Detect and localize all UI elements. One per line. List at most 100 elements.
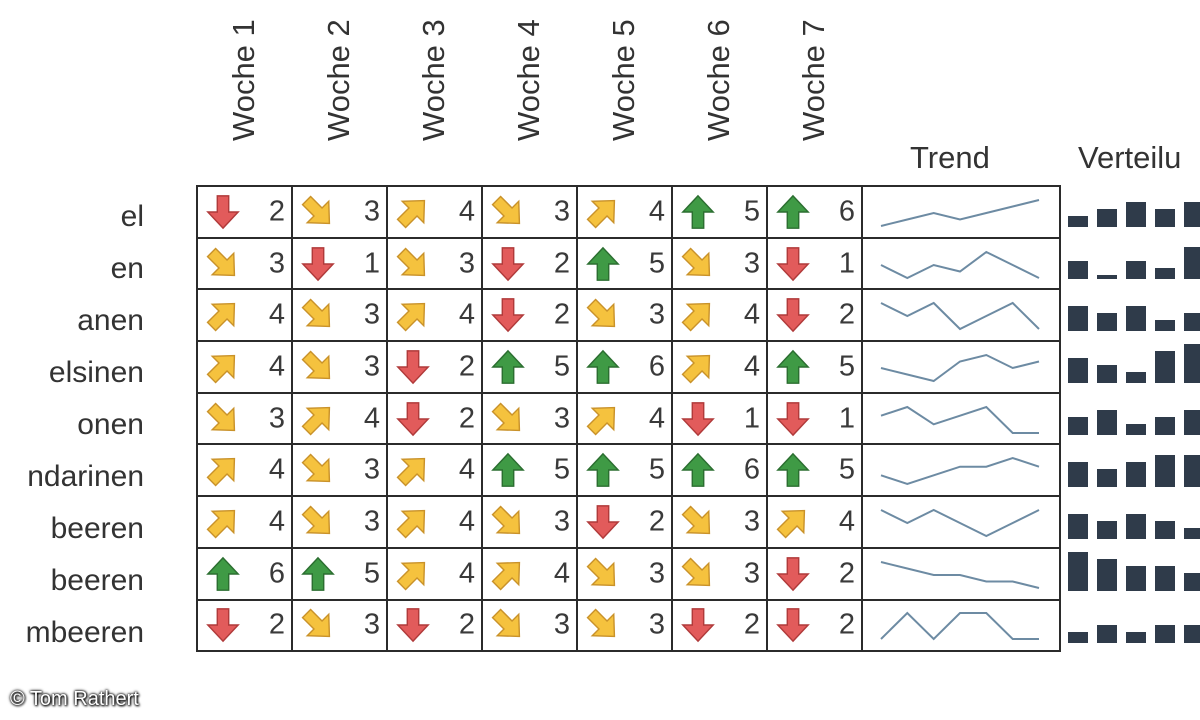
arrow-up-icon [584,244,622,284]
trend-sparkline[interactable] [861,546,1061,601]
arrow-down-right-icon [204,244,242,284]
grid-cell[interactable]: 6 [766,185,863,239]
grid-cell[interactable]: 4 [196,288,293,343]
trend-sparkline[interactable] [861,391,1061,446]
arrow-up-icon [584,347,622,387]
grid-cell[interactable]: 3 [576,288,673,343]
row-label: en [0,243,190,295]
arrow-down-right-icon [489,399,527,439]
distribution-bar [1155,268,1175,279]
distribution-bars [1068,445,1200,497]
grid-cell[interactable]: 2 [766,546,863,601]
grid-cell[interactable]: 3 [576,546,673,601]
arrow-down-right-icon [394,244,432,284]
grid-cell[interactable]: 3 [481,495,578,549]
grid-cell[interactable]: 3 [481,391,578,446]
grid-cell[interactable]: 5 [766,340,863,394]
grid-cell[interactable]: 2 [576,495,673,549]
trend-sparkline[interactable] [861,236,1061,291]
distribution-bar [1184,573,1200,591]
grid-cell[interactable]: 3 [291,598,388,653]
grid-cell[interactable]: 4 [291,391,388,446]
grid-cell[interactable]: 3 [291,340,388,394]
cell-value: 4 [458,195,475,228]
distribution-bar [1068,306,1088,331]
grid-cell[interactable]: 4 [671,340,768,394]
grid-cell[interactable]: 1 [291,236,388,291]
grid-cell[interactable]: 4 [481,546,578,601]
grid-cell[interactable]: 3 [196,236,293,291]
arrow-up-icon [679,192,717,232]
grid-cell[interactable]: 2 [196,185,293,239]
grid-cell[interactable]: 4 [196,495,293,549]
grid-cell[interactable]: 5 [576,236,673,291]
grid-cell[interactable]: 1 [766,391,863,446]
grid-cell[interactable]: 4 [386,443,483,498]
row-label: onen [0,399,190,451]
grid-cell[interactable]: 3 [291,288,388,343]
grid-cell[interactable]: 3 [576,598,673,653]
grid-cell[interactable]: 6 [576,340,673,394]
table-row: 6 5 4 4 3 3 2 [196,546,1061,601]
grid-cell[interactable]: 4 [671,288,768,343]
grid-cell[interactable]: 2 [481,288,578,343]
grid-cell[interactable]: 3 [481,598,578,653]
grid-cell[interactable]: 4 [766,495,863,549]
grid-cell[interactable]: 3 [671,495,768,549]
grid-cell[interactable]: 3 [291,185,388,239]
grid-cell[interactable]: 3 [481,185,578,239]
grid-cell[interactable]: 2 [481,236,578,291]
grid-cell[interactable]: 2 [196,598,293,653]
cell-value: 5 [648,247,665,280]
arrow-down-right-icon [299,502,337,542]
grid-cell[interactable]: 6 [196,546,293,601]
grid-cell[interactable]: 4 [386,495,483,549]
grid-cell[interactable]: 5 [576,443,673,498]
grid-cell[interactable]: 4 [576,185,673,239]
grid-cell[interactable]: 2 [386,391,483,446]
grid-cell[interactable]: 5 [291,546,388,601]
cell-value: 3 [648,557,665,590]
grid-cell[interactable]: 3 [196,391,293,446]
grid-cell[interactable]: 6 [671,443,768,498]
grid-cell[interactable]: 4 [196,443,293,498]
grid-cell[interactable]: 3 [671,236,768,291]
grid-cell[interactable]: 1 [766,236,863,291]
grid-cell[interactable]: 1 [671,391,768,446]
table-row: 4 3 2 5 6 4 5 [196,340,1061,394]
grid-cell[interactable]: 3 [671,546,768,601]
grid-cell[interactable]: 5 [766,443,863,498]
grid-cell[interactable]: 4 [386,185,483,239]
trend-sparkline[interactable] [861,443,1061,498]
trend-sparkline[interactable] [861,598,1061,653]
row-label-text: el [120,200,144,233]
grid-cell[interactable]: 5 [671,185,768,239]
grid-cell[interactable]: 3 [291,495,388,549]
grid-cell[interactable]: 4 [196,340,293,394]
grid-cell[interactable]: 3 [291,443,388,498]
grid-cell[interactable]: 5 [481,443,578,498]
arrow-down-icon [774,295,812,335]
arrow-down-icon [774,399,812,439]
grid-cell[interactable]: 2 [671,598,768,653]
arrow-up-right-icon [489,554,527,594]
grid-cell[interactable]: 4 [386,288,483,343]
cell-value: 3 [458,247,475,280]
trend-sparkline[interactable] [861,340,1061,394]
cell-value: 4 [363,402,380,435]
arrow-up-right-icon [299,399,337,439]
grid-cell[interactable]: 2 [766,598,863,653]
distribution-bar [1155,521,1175,539]
grid-cell[interactable]: 2 [766,288,863,343]
cell-value: 3 [553,505,570,538]
grid-cell[interactable]: 2 [386,598,483,653]
trend-sparkline[interactable] [861,288,1061,343]
grid-cell[interactable]: 2 [386,340,483,394]
grid-cell[interactable]: 3 [386,236,483,291]
trend-sparkline[interactable] [861,495,1061,549]
grid-cell[interactable]: 4 [576,391,673,446]
grid-cell[interactable]: 4 [386,546,483,601]
distribution-bar [1155,455,1175,487]
trend-sparkline[interactable] [861,185,1061,239]
grid-cell[interactable]: 5 [481,340,578,394]
